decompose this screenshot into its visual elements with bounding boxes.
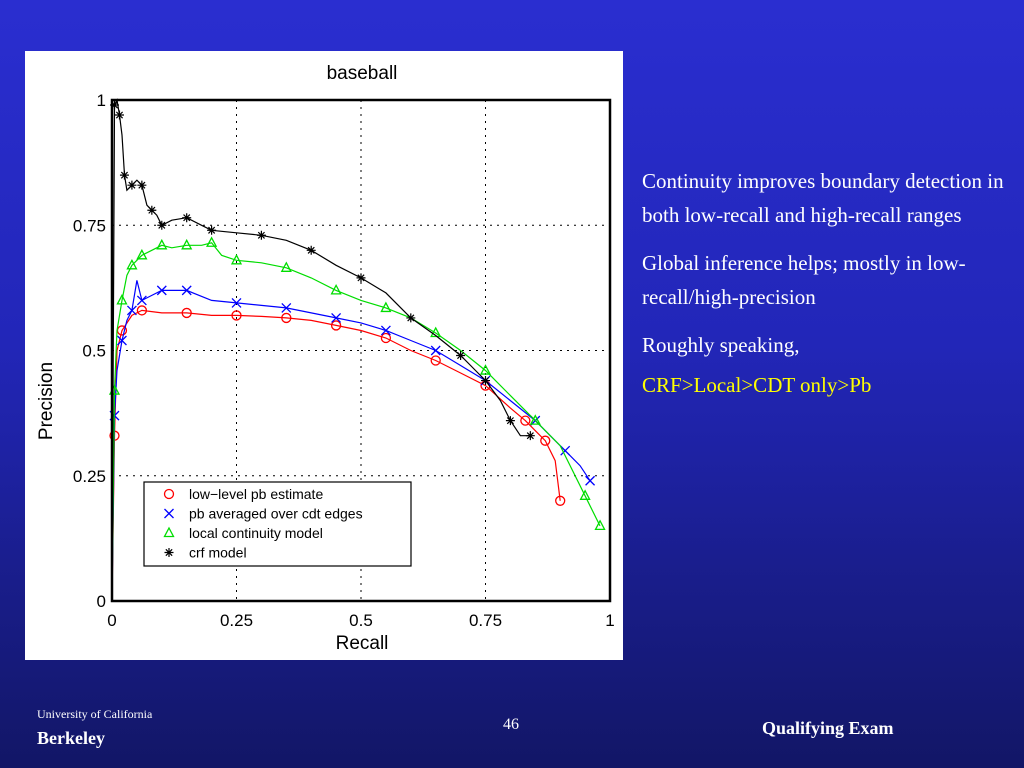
x-tick-label: 0 <box>107 611 116 630</box>
data-point <box>126 305 137 316</box>
data-point <box>207 225 217 235</box>
data-point <box>114 110 124 120</box>
data-point <box>529 414 541 425</box>
x-axis-label: Recall <box>336 633 389 654</box>
legend-entry: crf model <box>189 545 247 561</box>
data-point <box>163 488 175 500</box>
y-tick-label: 0.25 <box>73 467 106 486</box>
data-point <box>330 283 342 295</box>
footer-university: University of California <box>37 707 153 721</box>
series-line <box>111 98 531 602</box>
y-tick-label: 0.5 <box>82 342 106 361</box>
x-tick-label: 0.5 <box>349 611 373 630</box>
legend-entry: pb averaged over cdt edges <box>189 506 363 522</box>
y-tick-label: 0 <box>97 592 106 611</box>
data-point <box>136 295 147 306</box>
series-triangle <box>108 236 606 602</box>
data-point <box>136 248 148 260</box>
chart-title: baseball <box>327 63 398 84</box>
footer-event: Qualifying Exam <box>762 718 894 738</box>
data-point <box>525 431 535 441</box>
data-point <box>280 261 292 272</box>
data-point <box>380 325 391 336</box>
data-point <box>181 238 193 250</box>
data-point <box>481 376 490 386</box>
data-point <box>137 180 147 190</box>
data-point <box>164 548 174 557</box>
footer-institution: University of California Berkeley <box>37 706 152 749</box>
data-point <box>147 205 157 215</box>
data-point <box>479 364 492 375</box>
data-point <box>555 495 566 506</box>
tick-labels: 00 0.25 0.25 0.5 0.5 0.75 0.75 1 1 <box>73 91 615 630</box>
data-point <box>356 273 366 283</box>
data-point <box>116 294 128 305</box>
legend-box <box>143 481 412 567</box>
y-axis-label: Precision <box>36 362 57 440</box>
data-point <box>181 307 192 319</box>
chart-panel: baseball 0 0 0.25 0.25 0.5 0.5 0.75 0.75 1 1 Reca… <box>25 51 623 660</box>
data-point <box>281 302 292 313</box>
data-point <box>406 313 416 323</box>
data-point <box>430 355 441 366</box>
data-point <box>585 475 596 486</box>
data-point <box>163 526 175 538</box>
data-point <box>560 445 571 456</box>
data-point <box>157 220 167 230</box>
series-star <box>109 98 535 602</box>
legend: low−level pb estimate pb averaged over cd… <box>143 481 412 567</box>
data-point <box>126 258 138 270</box>
data-point <box>206 236 218 247</box>
data-point <box>231 310 242 321</box>
legend-entry: local continuity model <box>189 525 323 541</box>
x-tick-label: 1 <box>605 611 614 630</box>
data-point <box>281 312 292 324</box>
y-tick-label: 1 <box>97 91 106 110</box>
page-number: 46 <box>503 716 519 733</box>
data-point <box>594 519 606 530</box>
data-point <box>430 326 442 338</box>
series-line <box>111 242 601 602</box>
data-point <box>330 320 342 331</box>
data-point <box>136 305 148 316</box>
series-line <box>111 309 561 602</box>
legend-entry: low−level pb estimate <box>189 486 323 502</box>
data-point <box>182 213 192 223</box>
data-point <box>505 416 515 426</box>
data-point <box>579 489 591 500</box>
data-point <box>306 245 316 255</box>
precision-recall-chart: baseball 00 0.25 0.25 0.5 0.5 0.75 0.75 1 1 Reca… <box>36 63 615 654</box>
x-tick-label: 0.75 <box>469 611 502 630</box>
data-point <box>231 297 242 308</box>
bullet-global-inference: Global inference helps; mostly in low-re… <box>642 251 966 309</box>
data-point <box>127 180 137 190</box>
bullet-ranking-highlight: CRF>Local>CDT only>Pb <box>642 373 872 397</box>
data-point <box>430 345 441 356</box>
data-point <box>380 301 392 313</box>
data-point <box>331 312 342 323</box>
data-point <box>156 238 168 250</box>
y-tick-label: 0.75 <box>73 216 106 235</box>
data-point <box>380 332 392 344</box>
data-point <box>156 285 167 296</box>
data-point <box>520 415 531 426</box>
data-point <box>230 253 243 265</box>
bullet-roughly-speaking: Roughly speaking, <box>642 333 800 357</box>
x-tick-label: 0.25 <box>220 611 253 630</box>
data-point <box>540 435 551 446</box>
data-point <box>117 335 127 346</box>
data-point <box>256 230 266 240</box>
series-layer <box>108 98 606 602</box>
data-point <box>456 351 466 361</box>
data-point <box>109 100 119 110</box>
plot-frame <box>110 98 612 603</box>
bullet-continuity: Continuity improves boundary detection i… <box>642 169 1004 227</box>
footer-campus: Berkeley <box>37 728 105 748</box>
data-point <box>119 170 129 180</box>
data-point <box>164 508 174 519</box>
bullet-list: Continuity improves boundary detection i… <box>642 164 1012 416</box>
data-point <box>181 285 192 296</box>
